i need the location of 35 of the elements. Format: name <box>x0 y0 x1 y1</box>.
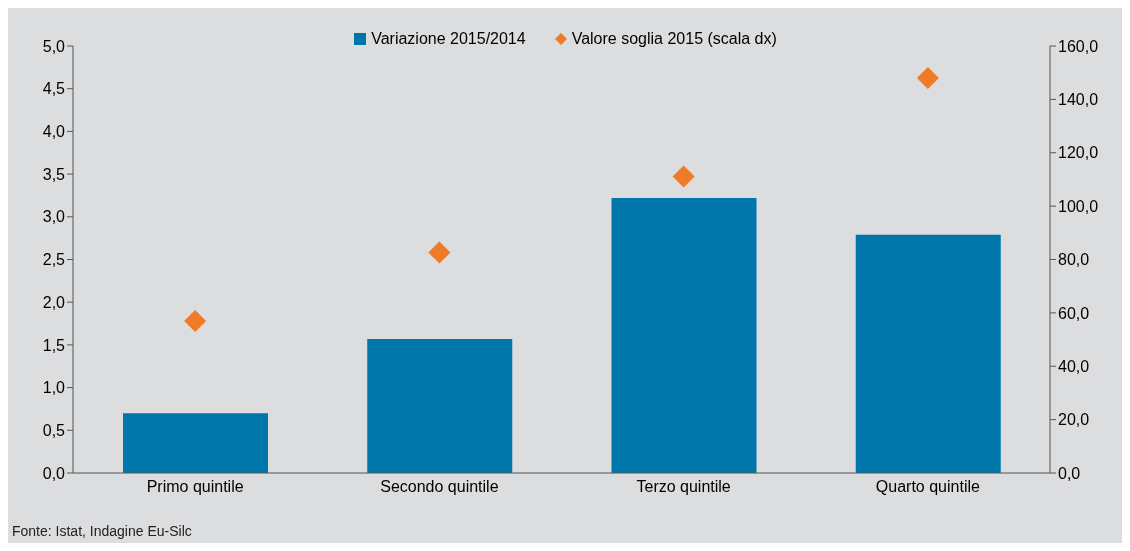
y2-tick-label: 160,0 <box>1058 37 1099 55</box>
y-tick-label: 1,0 <box>42 379 66 397</box>
x-tick-label: Quarto quintile <box>875 478 981 496</box>
bar <box>855 234 1001 473</box>
y-tick-label: 4,5 <box>42 80 66 98</box>
source-note: Fonte: Istat, Indagine Eu-Silc <box>11 523 193 541</box>
legend-label: Valore soglia 2015 (scala dx) <box>570 30 777 48</box>
y2-tick-label: 20,0 <box>1058 411 1090 429</box>
x-tick-label: Secondo quintile <box>380 478 499 496</box>
legend-label: Variazione 2015/2014 <box>370 30 526 48</box>
y-tick-label: 3,0 <box>42 208 66 226</box>
y-tick-label: 2,5 <box>42 251 66 269</box>
point <box>184 309 207 332</box>
bar <box>367 338 513 473</box>
y2-tick-label: 80,0 <box>1058 251 1090 269</box>
y-tick-label: 0,0 <box>42 464 66 482</box>
bar <box>611 198 757 473</box>
y2-tick-label: 140,0 <box>1058 91 1099 109</box>
y-tick-label: 3,5 <box>42 165 66 183</box>
x-tick-label: Primo quintile <box>146 478 244 496</box>
y2-tick-label: 120,0 <box>1058 144 1099 162</box>
bar <box>123 413 268 473</box>
y2-tick-label: 60,0 <box>1058 304 1090 322</box>
y-tick-label: 5,0 <box>42 37 66 55</box>
x-tick-label: Terzo quintile <box>636 478 731 496</box>
y-tick-label: 2,0 <box>42 293 66 311</box>
y2-tick-label: 0,0 <box>1058 464 1081 482</box>
y2-tick-label: 40,0 <box>1058 357 1090 375</box>
y-tick-label: 4,0 <box>42 123 66 141</box>
y-tick-label: 1,5 <box>42 336 66 354</box>
y-tick-label: 0,5 <box>42 421 66 439</box>
point <box>916 67 939 90</box>
y2-tick-label: 100,0 <box>1058 197 1099 215</box>
point <box>672 165 695 188</box>
point <box>428 241 451 264</box>
